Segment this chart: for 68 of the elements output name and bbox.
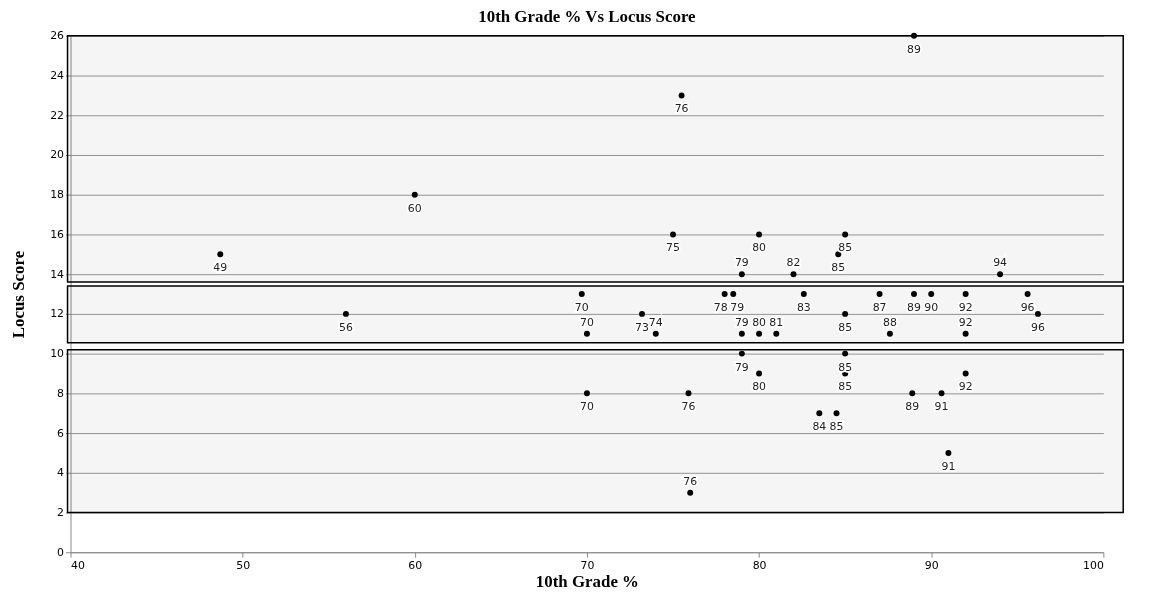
- annotation: 94: [993, 256, 1008, 270]
- annotation: 76: [683, 474, 698, 488]
- y-tick-label: 14: [50, 267, 65, 281]
- annotation: 92: [958, 315, 973, 329]
- x-axis-title: 10th Grade %: [535, 572, 639, 592]
- annotation: 70: [574, 300, 589, 314]
- x-tick-label: 80: [752, 558, 767, 572]
- annotation: 85: [838, 380, 853, 394]
- y-tick-label: 12: [50, 307, 65, 321]
- annotation: 70: [579, 400, 594, 414]
- annotation: 73: [635, 320, 650, 334]
- annotation: 80: [752, 380, 767, 394]
- y-tick-label: 22: [50, 108, 65, 122]
- y-tick-label: 16: [50, 227, 65, 241]
- annotation: 89: [907, 42, 921, 56]
- y-tick-label: 0: [57, 545, 65, 559]
- annotation: 79: [734, 315, 749, 329]
- annotation: 56: [338, 320, 353, 334]
- annotation: 92: [958, 300, 973, 314]
- annotation: 85: [838, 360, 853, 374]
- annotation: 74: [648, 315, 663, 329]
- annotation: 70: [579, 315, 594, 329]
- y-tick-label: 8: [57, 386, 65, 400]
- annotation: 49: [213, 261, 228, 275]
- annotation: 76: [681, 400, 696, 414]
- annotation: 88: [882, 315, 897, 329]
- y-tick-label: 26: [50, 29, 65, 43]
- annotation: 78: [713, 300, 728, 314]
- y-tick-label: 24: [50, 69, 65, 83]
- annotation: 83: [796, 300, 811, 314]
- annotation: 75: [666, 241, 680, 255]
- y-tick-label: 18: [50, 188, 65, 202]
- annotation: 80: [752, 315, 767, 329]
- x-tick-label: 70: [580, 558, 595, 572]
- y-axis-title: Locus Score: [9, 250, 29, 339]
- y-tick-label: 20: [50, 148, 65, 162]
- chart-title: 10th Grade % Vs Locus Score: [478, 6, 697, 26]
- y-tick-label: 6: [57, 426, 65, 440]
- x-tick-label: 90: [924, 558, 939, 572]
- annotation: 79: [730, 300, 745, 314]
- annotation: 90: [924, 300, 939, 314]
- x-tick-label: 60: [408, 558, 423, 572]
- annotation: 79: [734, 360, 749, 374]
- annotation: 87: [872, 300, 887, 314]
- annotation: 89: [907, 300, 921, 314]
- y-tick-label: 2: [57, 505, 65, 519]
- annotation: 85: [838, 320, 853, 334]
- annotation: 85: [829, 420, 844, 434]
- annotation: 91: [941, 459, 956, 473]
- annotation: 85: [831, 261, 846, 275]
- annotation: 92: [958, 380, 973, 394]
- x-tick-label: 40: [71, 558, 85, 572]
- x-tick-label: 100: [1083, 558, 1104, 572]
- annotation: 96: [1030, 320, 1045, 334]
- annotation: 84: [812, 420, 827, 434]
- annotation: 82: [786, 256, 801, 270]
- annotation: 81: [769, 315, 784, 329]
- annotation: 80: [752, 241, 767, 255]
- annotation: 91: [934, 400, 949, 414]
- annotation: 96: [1020, 300, 1035, 314]
- y-tick-label: 10: [50, 347, 65, 361]
- annotation: 60: [407, 201, 422, 215]
- annotation: 76: [674, 102, 689, 116]
- annotation: 89: [905, 400, 920, 414]
- x-tick-label: 50: [236, 558, 251, 572]
- annotation: 85: [838, 241, 853, 255]
- y-tick-label: 4: [57, 466, 65, 480]
- annotation: 79: [734, 256, 749, 270]
